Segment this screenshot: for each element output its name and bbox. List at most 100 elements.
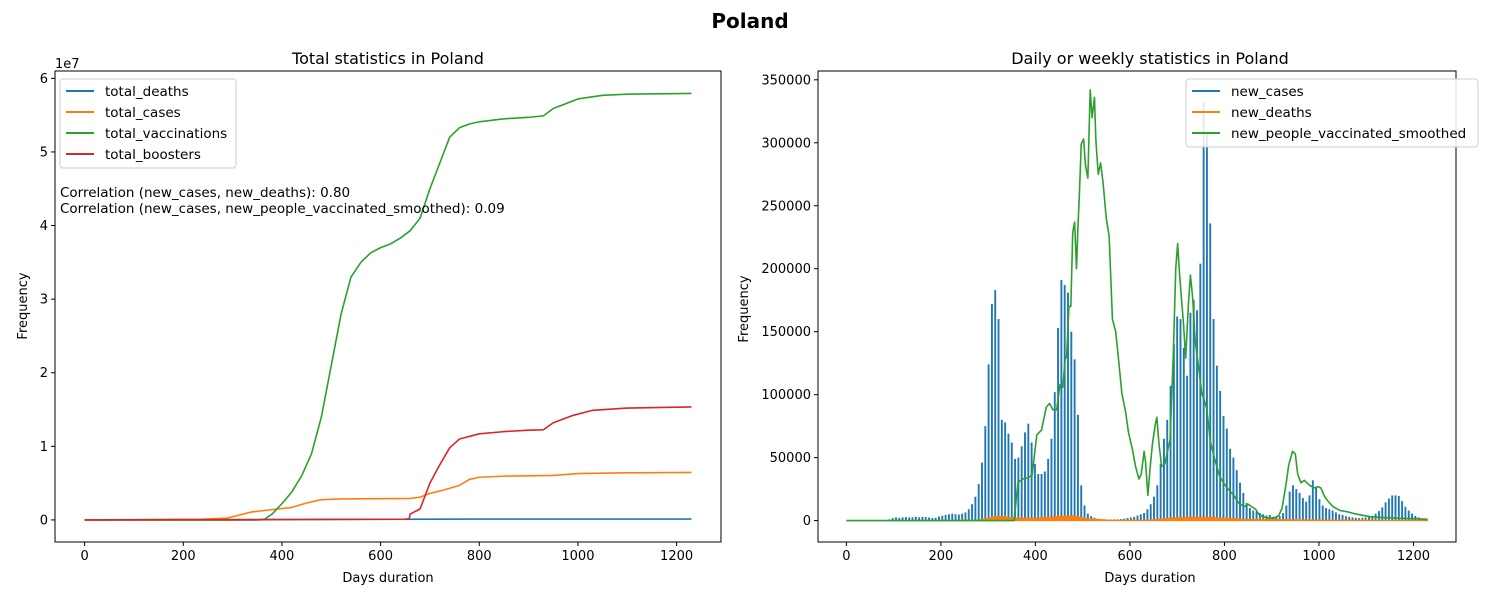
y-tick-label: 250000 (761, 199, 811, 214)
new-cases-bar (1394, 495, 1397, 521)
new-cases-bar (1073, 359, 1076, 521)
legend-label: total_deaths (105, 84, 189, 100)
new-cases-bar (1189, 312, 1192, 521)
new-cases-bar (928, 517, 931, 521)
new-cases-bar (1205, 132, 1208, 521)
new-cases-bar (1371, 515, 1374, 521)
new-cases-bar (1139, 514, 1142, 521)
new-cases-bar (1024, 432, 1026, 521)
new-cases-bar (1245, 502, 1248, 521)
new-cases-bar (1179, 319, 1182, 521)
new-cases-bar (934, 517, 937, 521)
new-cases-bar (967, 509, 970, 521)
new-cases-bar (1348, 516, 1351, 521)
new-cases-bar (1156, 485, 1159, 521)
total-vaccinations-line (84, 92, 692, 521)
new-cases-bar (1063, 285, 1066, 521)
new-cases-bar (1159, 463, 1162, 521)
right-plot-area (818, 71, 1456, 542)
new-cases-bar (1090, 516, 1093, 521)
new-cases-bar (1129, 517, 1132, 521)
new-cases-bar (898, 517, 901, 521)
new-cases-bar (918, 517, 921, 521)
y-tick-label: 0 (40, 513, 48, 528)
new-cases-bar (1020, 446, 1023, 521)
new-cases-bar (1040, 473, 1043, 521)
right-y-axis-label: Frequency (737, 275, 752, 342)
new-cases-bar (1000, 419, 1003, 521)
new-cases-bar (1235, 470, 1238, 521)
new-cases-bar (951, 513, 954, 521)
x-tick-label: 800 (1212, 549, 1237, 564)
right-plot-frame (817, 70, 1457, 543)
new-cases-bar (947, 514, 950, 521)
new-cases-bar (1149, 504, 1152, 521)
new-cases-bar (1202, 102, 1205, 521)
new-cases-bar (1014, 458, 1017, 521)
new-cases-bar (1239, 482, 1241, 521)
new-cases-bar (931, 518, 934, 521)
right-x-axis-label: Days duration (1104, 571, 1195, 586)
new-cases-bar (1219, 390, 1222, 521)
new-cases-bar (1126, 518, 1129, 521)
new-cases-bar (1186, 375, 1189, 521)
x-tick-label: 400 (270, 549, 295, 564)
new-cases-bar (1341, 514, 1344, 521)
y-tick-label: 0 (803, 514, 811, 529)
new-cases-bar (1229, 448, 1232, 521)
new-cases-bar (954, 514, 957, 521)
left-axis-ticks: 0 200 400 600 800 1000 1200 0 1 2 3 4 5 6 (40, 72, 693, 564)
new-cases-bar (1070, 331, 1073, 521)
new-cases-bar (1249, 507, 1251, 521)
new-cases-bar (1301, 497, 1304, 521)
y-tick-label: 300000 (761, 136, 811, 151)
total-cases-line (84, 471, 692, 521)
new-cases-bar (1311, 480, 1314, 521)
new-cases-bar (1361, 517, 1364, 521)
legend-label: total_boosters (105, 147, 201, 163)
legend-label: total_cases (105, 105, 181, 121)
new-cases-bar (1335, 512, 1337, 521)
new-cases-bar (938, 516, 940, 521)
new-cases-bar (1278, 516, 1281, 521)
y-tick-label: 150000 (761, 325, 811, 340)
new-cases-bar (1285, 505, 1288, 521)
new-cases-bar (1209, 223, 1212, 521)
y-tick-label: 200000 (761, 262, 811, 277)
new-cases-bar (1232, 457, 1235, 521)
new-cases-bar (1007, 433, 1010, 521)
x-tick-label: 1200 (1397, 549, 1430, 564)
new-cases-bar (1153, 496, 1155, 521)
figure-title: Poland (711, 9, 788, 33)
new-cases-bar (924, 517, 927, 521)
new-cases-bar (957, 514, 960, 521)
x-tick-label: 800 (467, 549, 492, 564)
legend-label: new_deaths (1231, 105, 1312, 121)
x-tick-label: 1200 (660, 549, 693, 564)
correlation-annotation-1: Correlation (new_cases, new_deaths): 0.8… (60, 185, 350, 201)
left-legend: total_deaths total_cases total_vaccination… (59, 78, 237, 169)
new-cases-bar (1404, 506, 1407, 521)
left-panel: 0 200 400 600 800 1000 1200 0 1 2 3 4 5 6 Total stati… (16, 49, 722, 586)
new-cases-bar (1331, 510, 1334, 521)
legend-frame (1185, 78, 1479, 148)
left-y-axis-label: Frequency (16, 272, 31, 339)
y-tick-label: 5 (40, 145, 48, 160)
new-cases-bar (1358, 518, 1361, 521)
new-cases-bar (1308, 495, 1311, 521)
new-cases-bar (1381, 507, 1384, 521)
new-cases-bar (974, 496, 977, 521)
new-cases-bar (977, 484, 980, 521)
left-plot-lines (84, 92, 692, 521)
new-cases-bar (1368, 516, 1370, 521)
new-cases-bar (1169, 385, 1172, 521)
new-cases-bar (1384, 502, 1387, 521)
new-cases-bar (901, 517, 904, 521)
right-plot-marks (846, 89, 1429, 522)
new-cases-bar (1351, 517, 1354, 521)
new-cases-bar (1288, 491, 1291, 521)
new-cases-bar (1222, 416, 1225, 521)
new-cases-bar (961, 513, 964, 521)
